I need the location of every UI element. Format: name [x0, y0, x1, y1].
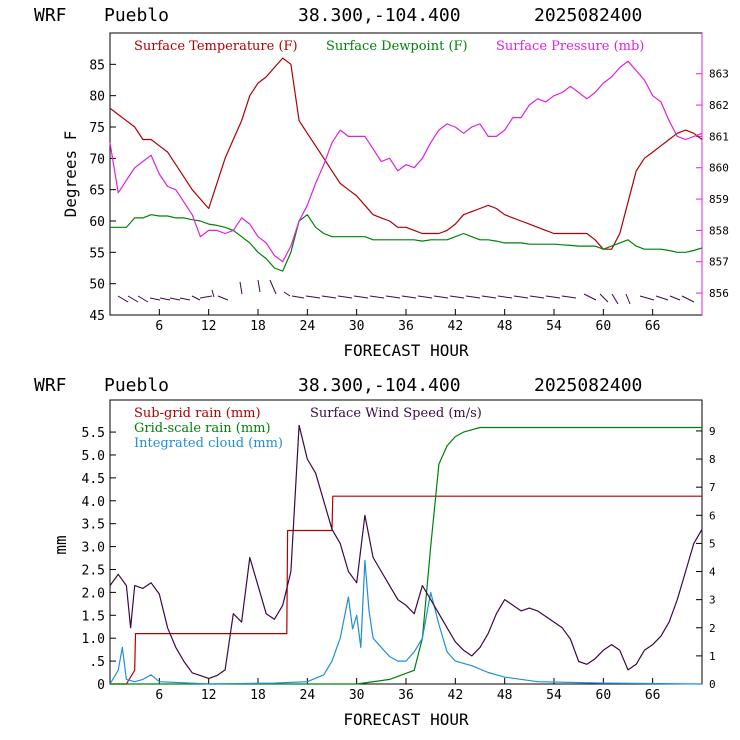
top-x-tick-label: 48	[497, 319, 513, 334]
wind-barbs	[117, 279, 695, 305]
top-y-tick-label: 45	[89, 309, 105, 324]
bottom-x-ticks: 6 12 18 24 30 36 42 48 54 60 66	[155, 678, 660, 703]
top-x-tick-label: 6	[155, 319, 163, 334]
top-x-tick-label: 66	[645, 319, 661, 334]
top-y-tick-label: 65	[89, 184, 105, 199]
bottom-x-tick-label: 30	[349, 688, 365, 703]
legend-surface-pressure: Surface Pressure (mb)	[496, 39, 644, 54]
legend-subgrid-rain: Sub-grid rain (mm)	[134, 406, 261, 421]
bottom-y2-tick-label: 7	[709, 481, 716, 494]
top-header-station: Pueblo	[104, 5, 169, 26]
top-y2-tick-label: 857	[709, 256, 729, 269]
top-y2-tick-label: 862	[709, 99, 729, 112]
top-x-axis-label: FORECAST HOUR	[343, 341, 469, 360]
top-panel: WRF Pueblo 38.300,-104.400 2025082400 Su…	[34, 5, 729, 360]
bottom-y-tick-label: 3.5	[82, 518, 105, 533]
top-y2-tick-label: 859	[709, 193, 729, 206]
top-series-line-2	[109, 60, 703, 263]
top-y-axis-label: Degrees F	[61, 131, 80, 218]
legend-surface-temperature: Surface Temperature (F)	[134, 39, 298, 54]
bottom-y2-tick-label: 6	[709, 509, 716, 522]
top-x-tick-label: 36	[398, 319, 414, 334]
bottom-y-tick-label: 1.5	[82, 609, 105, 624]
bottom-x-tick-label: 48	[497, 688, 513, 703]
bottom-series-line-1	[110, 426, 702, 685]
top-y2-tick-label: 860	[709, 162, 729, 175]
top-header-run: 2025082400	[534, 5, 642, 26]
bottom-header-model: WRF	[34, 375, 67, 396]
top-y-tick-label: 60	[89, 215, 105, 230]
bottom-x-tick-label: 12	[201, 688, 217, 703]
top-y2-ticks: 856 857 858 859 860 861 862 863	[696, 68, 729, 300]
bottom-y2-tick-label: 5	[709, 537, 716, 550]
top-x-ticks: 6 12 18 24 30 36 42 48 54 60 66	[155, 309, 660, 334]
top-x-tick-label: 12	[201, 319, 217, 334]
top-series-lines	[109, 57, 703, 272]
top-x-tick-label: 60	[596, 319, 612, 334]
top-y-tick-label: 55	[89, 246, 105, 261]
top-y-tick-label: 80	[89, 90, 105, 105]
bottom-y2-tick-label: 8	[709, 453, 716, 466]
bottom-y-tick-label: 5.5	[82, 426, 105, 441]
top-y2-tick-label: 856	[709, 287, 729, 300]
top-series-line-1	[110, 214, 703, 272]
bottom-x-tick-label: 6	[155, 688, 163, 703]
bottom-y2-tick-label: 1	[709, 650, 716, 663]
top-y-ticks: 45 50 55 60 65 70 75 80 85	[89, 58, 116, 324]
top-x-tick-label: 30	[349, 319, 365, 334]
bottom-x-axis-label: FORECAST HOUR	[343, 710, 469, 729]
bottom-x-tick-label: 36	[398, 688, 414, 703]
bottom-x-tick-label: 24	[300, 688, 316, 703]
bottom-panel: WRF Pueblo 38.300,-104.400 2025082400 Su…	[34, 375, 716, 729]
bottom-header-run: 2025082400	[534, 375, 642, 396]
bottom-y-tick-label: 0	[97, 678, 105, 693]
top-y-tick-label: 85	[89, 58, 105, 73]
bottom-x-tick-label: 54	[546, 688, 562, 703]
bottom-y2-tick-label: 2	[709, 622, 716, 635]
top-header-model: WRF	[34, 5, 67, 26]
bottom-y2-tick-label: 4	[709, 566, 716, 579]
bottom-x-tick-label: 42	[448, 688, 464, 703]
bottom-x-tick-label: 66	[645, 688, 661, 703]
bottom-series-line-2	[109, 559, 703, 685]
legend-integrated-cloud: Integrated cloud (mm)	[134, 436, 283, 451]
bottom-y2-tick-label: 9	[709, 425, 716, 438]
top-y-tick-label: 70	[89, 152, 105, 167]
legend-surface-wind-speed: Surface Wind Speed (m/s)	[310, 406, 482, 421]
top-x-tick-label: 54	[546, 319, 562, 334]
bottom-series-line-0	[110, 495, 702, 685]
bottom-y-tick-label: 4.5	[82, 472, 105, 487]
bottom-y-tick-label: 4.0	[82, 495, 105, 510]
bottom-y-ticks: 0 .5 1.0 1.5 2.0 2.5 3.0 3.5 4.0 4.5 5.0 5.5	[82, 426, 116, 693]
top-x-tick-label: 18	[250, 319, 266, 334]
bottom-header-station: Pueblo	[104, 375, 169, 396]
bottom-y-axis-label: mm	[51, 535, 70, 554]
bottom-y-tick-label: .5	[89, 655, 105, 670]
bottom-y-tick-label: 2.0	[82, 586, 105, 601]
top-y2-tick-label: 858	[709, 224, 729, 237]
legend-surface-dewpoint: Surface Dewpoint (F)	[326, 39, 468, 54]
bottom-y2-ticks: 0 1 2 3 4 5 6 7 8 9	[696, 425, 716, 691]
bottom-x-tick-label: 18	[250, 688, 266, 703]
bottom-series-lines	[109, 424, 703, 685]
top-x-tick-label: 24	[300, 319, 316, 334]
legend-gridscale-rain: Grid-scale rain (mm)	[134, 421, 271, 436]
bottom-y-tick-label: 5.0	[82, 449, 105, 464]
bottom-series-line-3	[109, 424, 703, 680]
top-x-tick-label: 42	[448, 319, 464, 334]
bottom-y2-tick-label: 0	[709, 678, 716, 691]
bottom-header-coords: 38.300,-104.400	[298, 375, 461, 396]
top-y-tick-label: 75	[89, 121, 105, 136]
top-header-coords: 38.300,-104.400	[298, 5, 461, 26]
top-y-tick-label: 50	[89, 278, 105, 293]
top-y2-tick-label: 863	[709, 68, 729, 81]
top-y2-tick-label: 861	[709, 130, 729, 143]
bottom-y-tick-label: 3.0	[82, 541, 105, 556]
bottom-y-tick-label: 1.0	[82, 632, 105, 647]
bottom-y-tick-label: 2.5	[82, 563, 105, 578]
bottom-x-tick-label: 60	[596, 688, 612, 703]
bottom-y2-tick-label: 3	[709, 594, 716, 607]
